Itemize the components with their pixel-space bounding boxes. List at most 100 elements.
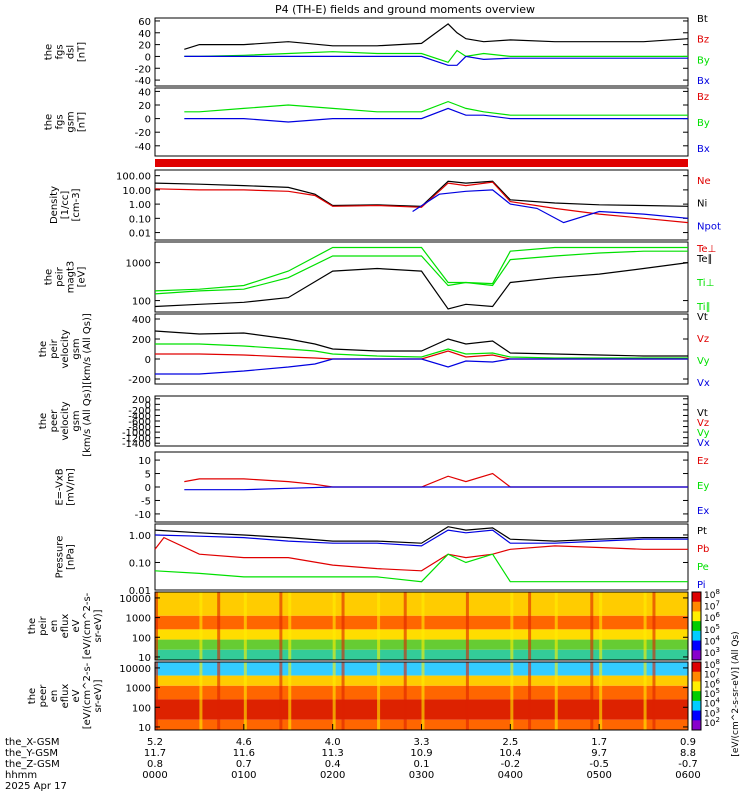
y-axis-label: [mV/m]: [66, 468, 77, 506]
panel-ion_eflux: 10000 1000 100 10 the peir en eflux eV [eV/(cm^2-…: [27, 591, 689, 664]
x-tick-label: 2.5: [502, 737, 518, 748]
y-tick-label: -200: [128, 406, 151, 417]
series-line-Pt: [154, 526, 688, 544]
y-axis-label: [eV]: [77, 267, 88, 288]
series-line-By: [184, 100, 688, 116]
y-axis-label: the: [44, 114, 55, 130]
y-tick-label: 0.10: [129, 558, 151, 569]
x-tick-label: 0.4: [325, 759, 341, 770]
y-tick-label: -40: [135, 76, 151, 87]
spectrogram-stripe: [403, 662, 407, 730]
spectrogram-stripe: [332, 592, 336, 660]
y-axis-label: [nT]: [77, 112, 88, 132]
y-tick-label: -10: [135, 510, 151, 521]
legend-label: By: [697, 55, 710, 66]
x-axis-row-label: the_Z-GSM: [5, 759, 60, 770]
x-tick-label: 8.8: [680, 748, 696, 759]
y-tick-label: 60: [138, 17, 151, 28]
y-tick-label: 400: [132, 315, 151, 326]
y-tick-label: -40: [135, 142, 151, 153]
legend-label: Ni: [697, 199, 707, 210]
spectrogram-stripe: [341, 662, 345, 730]
spectrogram-stripe: [590, 662, 594, 730]
y-tick-label: 10: [138, 653, 151, 664]
y-axis-label: the: [44, 44, 55, 60]
spectrogram-stripe: [288, 662, 292, 730]
y-axis-label: gsm: [66, 111, 77, 132]
x-tick-label: 3.3: [414, 737, 430, 748]
series-line-Npot: [412, 189, 689, 224]
panel-frame: [154, 17, 689, 87]
y-axis-label: E=-VxB: [55, 468, 66, 505]
y-axis-label: fgs: [55, 114, 66, 129]
y-axis-label: sr-eV)]: [93, 609, 104, 642]
y-axis-label: en: [49, 690, 60, 703]
y-axis-label: [cm-3]: [71, 188, 82, 221]
spectrogram-stripe: [554, 662, 558, 730]
legend-label: Bz: [697, 92, 709, 103]
x-tick-label: 11.7: [144, 748, 166, 759]
spectrogram-stripe: [528, 662, 532, 730]
y-tick-label: 1.00: [129, 200, 151, 211]
separator-band: [155, 159, 688, 167]
y-axis-label: Density: [49, 186, 60, 224]
spectrogram-stripe: [217, 592, 221, 660]
y-axis-label: dsl: [66, 45, 77, 59]
x-tick-label: 4.0: [325, 737, 341, 748]
y-tick-label: 1.00: [129, 531, 151, 542]
y-tick-label: -1200: [122, 434, 151, 445]
series-line-By: [184, 49, 688, 64]
series-line-Ti⊥: [154, 250, 688, 295]
panel-temperature: 1000 100 the peir magt3 [eV] Te∥ Ti⊥ Ti∥: [44, 241, 714, 313]
legend-label: Vt: [697, 408, 708, 419]
series-line-Ni: [154, 180, 689, 207]
spectrogram-stripe: [599, 662, 603, 730]
y-axis-label: peer: [49, 409, 60, 433]
spectrogram-stripe: [217, 662, 221, 730]
legend-label: Vx: [697, 378, 710, 389]
colorbar-segment: [692, 630, 701, 642]
legend-label: Vx: [697, 438, 710, 449]
y-axis-label: [eV/(cm^2-s-: [82, 592, 93, 659]
panel-frame: [154, 87, 689, 157]
y-tick-label: 0: [145, 355, 151, 366]
y-axis-label: the: [27, 688, 38, 704]
x-tick-label: 0000: [142, 770, 167, 781]
series-line-Pi: [154, 529, 688, 547]
y-axis-label: [nT]: [77, 42, 88, 62]
y-axis-label: [1/cc]: [60, 191, 71, 220]
y-tick-label: 200: [132, 395, 151, 406]
series-line-Vt: [154, 330, 688, 357]
legend-label: Pb: [697, 544, 709, 555]
y-axis-label: [nPa]: [66, 544, 77, 570]
panel-frame: [154, 523, 689, 591]
y-tick-label: 100: [132, 703, 151, 714]
panel-frame: [154, 169, 689, 241]
y-tick-label: -1400: [122, 439, 151, 450]
y-tick-label: 100.00: [116, 172, 151, 183]
spectrogram-stripe: [243, 662, 247, 730]
y-tick-label: 10000: [119, 594, 151, 605]
x-tick-label: 5.2: [147, 737, 163, 748]
spectrogram-stripe: [199, 662, 203, 730]
y-tick-label: 200: [132, 335, 151, 346]
colorbar-segment: [692, 640, 701, 651]
series-line-Bt: [184, 23, 689, 50]
x-axis-row-label: the_Y-GSM: [5, 748, 58, 759]
legend-label: Te∥: [696, 254, 713, 265]
spectrogram-stripe: [288, 592, 292, 660]
panel-density: 100.00 10.00 1.00 0.10 0.01 Density [1/cc] [cm-…: [49, 169, 721, 255]
legend-label: Pe: [697, 562, 709, 573]
colorbar-segment: [692, 650, 701, 661]
x-tick-label: 0.9: [680, 737, 696, 748]
y-axis-label: peir: [49, 338, 60, 358]
panel-frame: [154, 241, 689, 313]
spectrogram-stripe: [510, 662, 514, 730]
series-line-Te⊥: [154, 262, 689, 310]
y-axis-label: velocity: [60, 329, 71, 368]
spectrogram-stripe: [510, 592, 514, 660]
y-tick-label: 0.01: [129, 229, 151, 240]
